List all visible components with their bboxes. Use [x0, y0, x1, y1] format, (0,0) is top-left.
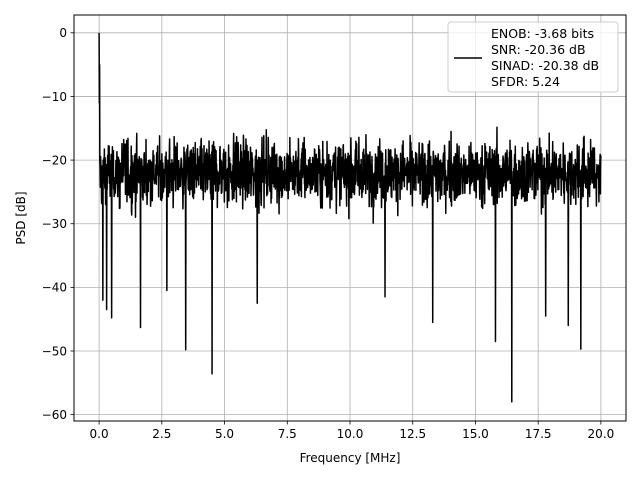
legend: ENOB: -3.68 bits SNR: -20.36 dB SINAD: -… — [447, 21, 619, 93]
legend-entry-enob: ENOB: -3.68 bits — [491, 26, 594, 41]
x-tick-label: 5.0 — [215, 427, 234, 441]
y-tick-label: −60 — [42, 408, 67, 422]
x-tick-label: 12.5 — [399, 427, 426, 441]
y-axis-label: PSD [dB] — [14, 191, 28, 244]
x-tick-label: 20.0 — [588, 427, 615, 441]
legend-entry-snr: SNR: -20.36 dB — [491, 42, 586, 57]
y-tick-label: −40 — [42, 281, 67, 295]
y-tick-label: −20 — [42, 153, 67, 167]
x-axis-ticks: 0.0 2.5 5.0 7.5 10.0 12.5 15.0 17.5 20.0 — [90, 421, 615, 441]
y-tick-label: −50 — [42, 344, 67, 358]
x-tick-label: 10.0 — [337, 427, 364, 441]
x-tick-label: 15.0 — [462, 427, 489, 441]
y-axis-ticks: 0 −10 −20 −30 −40 −50 −60 — [42, 26, 74, 422]
x-tick-label: 2.5 — [152, 427, 171, 441]
x-tick-label: 17.5 — [525, 427, 552, 441]
series-line-psd — [98, 32, 602, 403]
y-tick-label: 0 — [59, 26, 67, 40]
x-tick-label: 7.5 — [278, 427, 297, 441]
legend-entry-sinad: SINAD: -20.38 dB — [491, 58, 599, 73]
x-axis-label: Frequency [MHz] — [300, 451, 401, 465]
plot-area — [98, 32, 602, 403]
y-tick-label: −30 — [42, 217, 67, 231]
y-tick-label: −10 — [42, 90, 67, 104]
legend-entry-sfdr: SFDR: 5.24 — [491, 74, 560, 89]
legend-box — [447, 21, 619, 93]
x-tick-label: 0.0 — [90, 427, 109, 441]
